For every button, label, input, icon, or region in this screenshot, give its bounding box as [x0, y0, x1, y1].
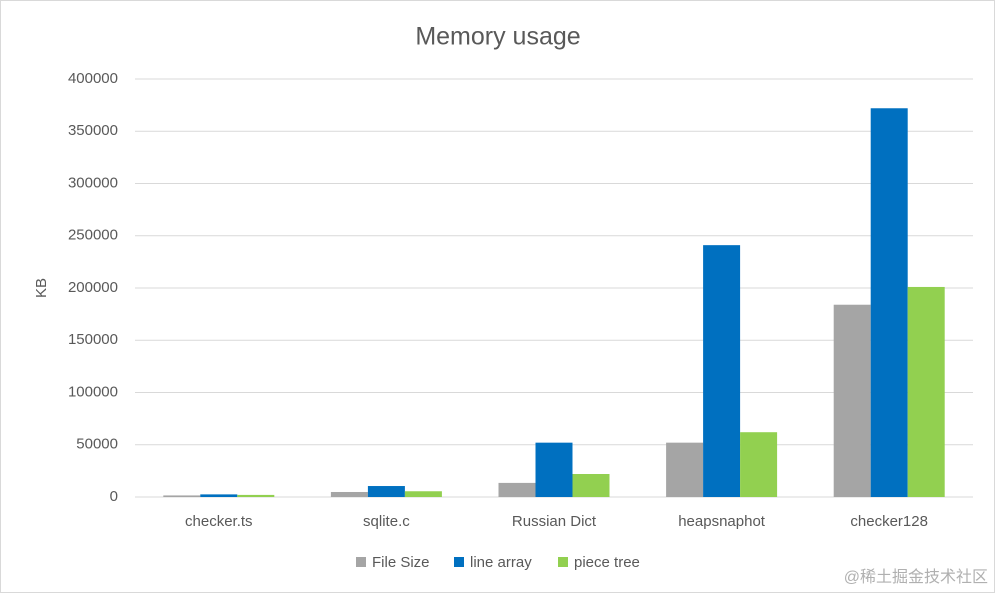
y-tick-label: 300000 — [68, 174, 118, 191]
y-tick-label: 100000 — [68, 383, 118, 400]
legend-swatch — [356, 557, 366, 567]
y-tick-label: 50000 — [76, 436, 118, 453]
legend-swatch — [558, 557, 568, 567]
bar — [907, 286, 945, 497]
bar — [833, 304, 871, 497]
x-tick-label: checker.ts — [185, 513, 253, 530]
bar — [367, 486, 405, 497]
legend-swatch — [454, 557, 464, 567]
bar — [404, 491, 442, 497]
bar — [498, 482, 536, 497]
y-axis-label: KB — [33, 278, 50, 298]
y-tick-label: 250000 — [68, 227, 118, 244]
bar — [870, 108, 908, 497]
bar — [666, 442, 704, 497]
y-tick-label: 200000 — [68, 279, 118, 296]
bar — [535, 442, 573, 497]
x-tick-label: heapsnaphot — [678, 513, 766, 530]
bar — [703, 245, 741, 497]
y-tick-label: 150000 — [68, 331, 118, 348]
y-tick-label: 350000 — [68, 122, 118, 139]
bar — [572, 474, 610, 497]
watermark: @稀土掘金技术社区 — [844, 568, 988, 586]
chart-title: Memory usage — [415, 23, 580, 51]
bar — [740, 432, 778, 497]
bar — [237, 494, 275, 497]
x-tick-label: checker128 — [850, 513, 928, 530]
bar — [200, 494, 238, 497]
bar — [330, 491, 368, 497]
x-tick-label: Russian Dict — [512, 513, 597, 530]
x-tick-label: sqlite.c — [363, 513, 410, 530]
bar — [163, 495, 201, 497]
legend-label: line array — [470, 554, 532, 571]
y-tick-label: 400000 — [68, 70, 118, 87]
y-tick-label: 0 — [110, 488, 118, 505]
legend-label: File Size — [372, 554, 430, 571]
legend-label: piece tree — [574, 554, 640, 571]
